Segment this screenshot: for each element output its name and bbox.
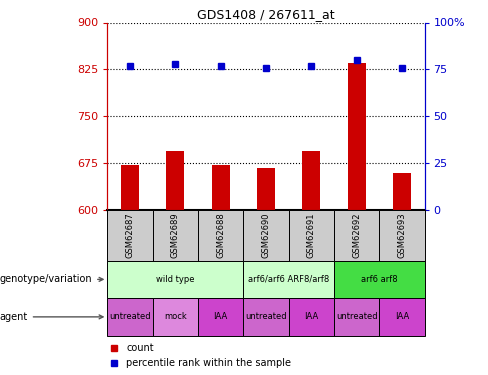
Text: untreated: untreated xyxy=(245,312,287,321)
Bar xyxy=(121,165,139,210)
Text: count: count xyxy=(126,343,154,352)
Text: wild type: wild type xyxy=(156,275,195,284)
Bar xyxy=(288,210,334,261)
Bar xyxy=(198,210,244,261)
Bar xyxy=(334,210,379,261)
Bar xyxy=(288,298,334,336)
Text: GSM62689: GSM62689 xyxy=(171,213,180,258)
Bar xyxy=(107,298,153,336)
Bar xyxy=(334,298,379,336)
Bar xyxy=(379,210,425,261)
Text: IAA: IAA xyxy=(214,312,228,321)
Bar xyxy=(393,172,411,210)
Bar xyxy=(244,210,288,261)
Text: GSM62691: GSM62691 xyxy=(307,213,316,258)
Text: untreated: untreated xyxy=(336,312,377,321)
Text: percentile rank within the sample: percentile rank within the sample xyxy=(126,358,291,368)
Text: mock: mock xyxy=(164,312,187,321)
Text: GSM62690: GSM62690 xyxy=(262,213,270,258)
Bar xyxy=(347,63,366,210)
Bar xyxy=(107,261,244,298)
Bar xyxy=(379,298,425,336)
Bar xyxy=(153,210,198,261)
Bar xyxy=(244,298,288,336)
Text: agent: agent xyxy=(0,312,103,322)
Bar xyxy=(244,261,334,298)
Text: IAA: IAA xyxy=(304,312,318,321)
Text: GSM62687: GSM62687 xyxy=(125,212,135,258)
Text: genotype/variation: genotype/variation xyxy=(0,274,103,284)
Bar xyxy=(212,165,230,210)
Text: arf6 arf8: arf6 arf8 xyxy=(361,275,398,284)
Text: arf6/arf6 ARF8/arf8: arf6/arf6 ARF8/arf8 xyxy=(248,275,329,284)
Bar xyxy=(257,168,275,210)
Title: GDS1408 / 267611_at: GDS1408 / 267611_at xyxy=(197,8,335,21)
Bar xyxy=(334,261,425,298)
Bar xyxy=(107,210,153,261)
Bar xyxy=(302,151,320,210)
Text: GSM62688: GSM62688 xyxy=(216,212,225,258)
Text: IAA: IAA xyxy=(395,312,409,321)
Bar xyxy=(166,151,184,210)
Text: GSM62693: GSM62693 xyxy=(397,213,407,258)
Bar xyxy=(198,298,244,336)
Bar xyxy=(153,298,198,336)
Text: GSM62692: GSM62692 xyxy=(352,213,361,258)
Text: untreated: untreated xyxy=(109,312,151,321)
